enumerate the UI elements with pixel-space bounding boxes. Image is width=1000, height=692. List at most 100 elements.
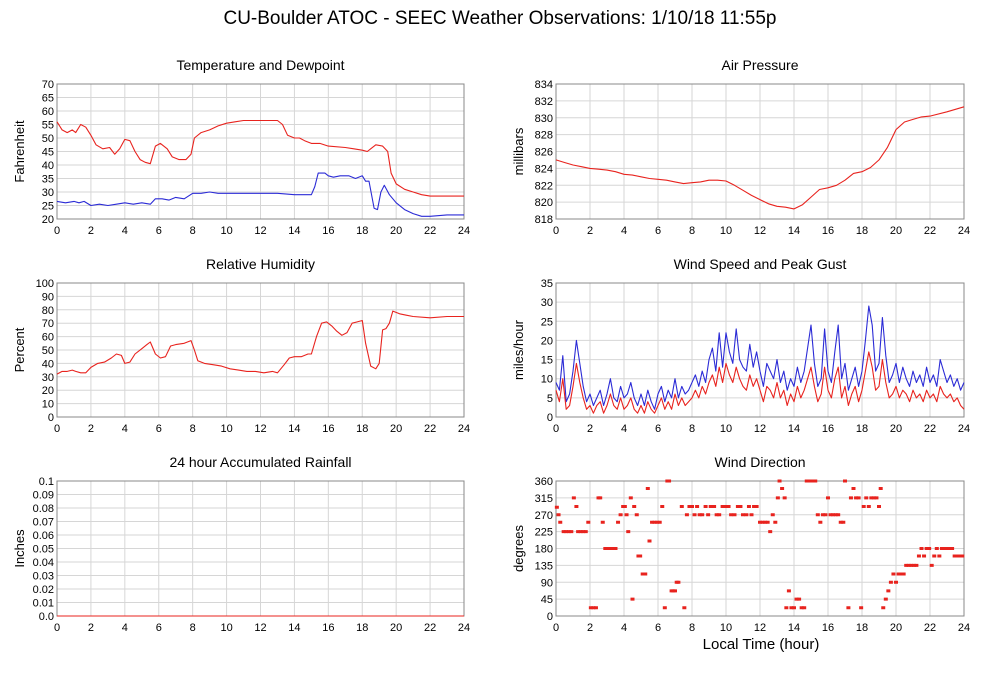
- x-tick-label: 20: [890, 423, 902, 435]
- y-tick-label: 315: [535, 493, 553, 505]
- x-tick-label: 8: [689, 622, 695, 634]
- data-point: [815, 513, 820, 517]
- data-point: [960, 554, 965, 558]
- data-point: [690, 505, 694, 508]
- data-point: [640, 572, 645, 576]
- data-point: [632, 505, 637, 508]
- data-point: [561, 530, 566, 534]
- chart-title: Wind Direction: [714, 454, 805, 470]
- y-tick-label: 30: [42, 187, 54, 199]
- y-tick-label: 0: [547, 611, 553, 623]
- data-point: [782, 496, 787, 500]
- weather-figure: CU-Boulder ATOC - SEEC Weather Observati…: [12, 8, 970, 653]
- data-point: [676, 580, 681, 584]
- x-tick-label: 20: [390, 423, 402, 435]
- data-point: [945, 547, 949, 550]
- x-tick-label: 10: [720, 622, 732, 634]
- x-tick-label: 0: [54, 225, 60, 237]
- data-point: [650, 520, 655, 524]
- data-point: [901, 572, 906, 576]
- data-point: [634, 513, 639, 517]
- x-axis-label: Local Time (hour): [702, 636, 820, 653]
- x-tick-label: 12: [754, 622, 766, 634]
- data-point: [624, 513, 629, 517]
- x-tick-label: 18: [856, 622, 868, 634]
- y-tick-label: 15: [541, 355, 553, 367]
- data-point: [929, 563, 934, 567]
- data-point: [732, 513, 737, 517]
- y-tick-label: 40: [42, 160, 54, 172]
- x-tick-label: 8: [689, 423, 695, 435]
- x-tick-label: 4: [122, 622, 128, 634]
- y-tick-label: 0.0: [39, 611, 54, 623]
- y-axis-label: Fahrenheit: [12, 120, 27, 183]
- x-tick-label: 24: [958, 423, 970, 435]
- data-point: [784, 606, 789, 610]
- data-point: [899, 572, 904, 576]
- y-tick-label: 135: [535, 560, 553, 572]
- data-point: [919, 547, 924, 550]
- data-point: [682, 606, 687, 610]
- y-tick-label: 0: [547, 412, 553, 424]
- data-point: [673, 589, 677, 593]
- data-point: [645, 487, 650, 490]
- data-point: [571, 496, 576, 500]
- data-point: [828, 513, 833, 517]
- x-tick-label: 6: [156, 622, 162, 634]
- plot-frame: [555, 282, 965, 418]
- data-point: [891, 572, 896, 576]
- x-tick-label: 24: [458, 225, 470, 237]
- data-point: [760, 520, 765, 524]
- x-tick-label: 20: [390, 225, 402, 237]
- series-line: [555, 106, 965, 210]
- data-point: [820, 513, 825, 517]
- x-tick-label: 2: [88, 622, 94, 634]
- y-tick-label: 20: [42, 385, 54, 397]
- data-point: [896, 572, 901, 576]
- data-point: [932, 554, 937, 558]
- y-tick-label: 45: [541, 594, 553, 606]
- y-tick-label: 180: [535, 544, 553, 556]
- data-point: [708, 505, 713, 508]
- y-axis-label: millibars: [511, 127, 526, 175]
- y-tick-label: 100: [36, 278, 54, 290]
- data-point: [569, 530, 574, 534]
- data-point: [833, 513, 838, 517]
- y-tick-label: 0.03: [33, 571, 54, 583]
- data-point: [942, 547, 947, 550]
- y-tick-label: 832: [535, 96, 553, 108]
- data-point: [792, 606, 796, 610]
- data-point: [789, 606, 794, 610]
- x-tick-label: 22: [424, 225, 436, 237]
- data-point: [807, 479, 812, 483]
- x-tick-label: 18: [856, 423, 868, 435]
- data-point: [911, 563, 916, 567]
- data-point: [741, 513, 745, 517]
- x-tick-label: 6: [655, 225, 661, 237]
- data-point: [786, 589, 791, 593]
- data-point: [841, 520, 846, 524]
- data-point: [647, 539, 652, 543]
- y-tick-label: 35: [541, 278, 553, 290]
- temperature-chart: Temperature and Dewpoint2025303540455055…: [12, 57, 470, 237]
- x-tick-label: 0: [553, 225, 559, 237]
- x-tick-label: 4: [122, 423, 128, 435]
- x-tick-label: 22: [924, 423, 936, 435]
- data-point: [622, 505, 627, 508]
- data-point: [576, 530, 581, 534]
- x-tick-label: 18: [856, 225, 868, 237]
- y-tick-label: 30: [541, 297, 553, 309]
- y-tick-label: 65: [42, 93, 54, 105]
- data-point: [628, 496, 633, 500]
- y-tick-label: 5: [547, 393, 553, 405]
- y-tick-label: 0.09: [33, 490, 54, 502]
- x-tick-label: 2: [88, 225, 94, 237]
- x-tick-label: 10: [720, 423, 732, 435]
- x-tick-label: 6: [156, 423, 162, 435]
- y-tick-label: 50: [42, 345, 54, 357]
- x-tick-label: 4: [122, 225, 128, 237]
- data-point: [869, 496, 874, 500]
- x-tick-label: 0: [553, 423, 559, 435]
- y-axis-label: miles/hour: [511, 319, 526, 380]
